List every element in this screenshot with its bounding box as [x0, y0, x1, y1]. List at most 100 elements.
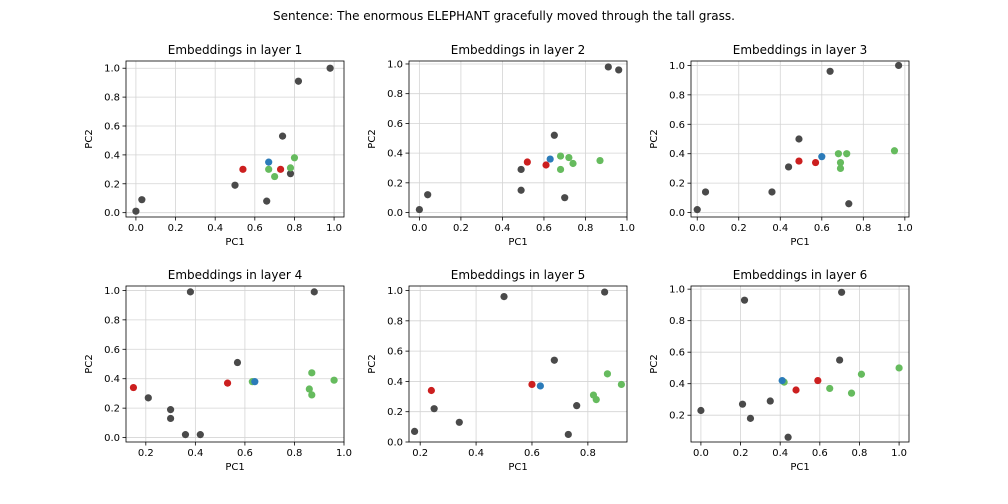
subplot-layer-3: 0.0 0.2 0.4 0.6 0.8 1.0 0.0 0.2 0.4 0.6 0.8 1.0 Embe… [649, 43, 913, 248]
y-tick-label: 0.4 [387, 149, 403, 160]
scatter-point-other [740, 296, 749, 304]
scatter-point-other [410, 427, 419, 435]
x-axis-label: PC1 [225, 237, 244, 248]
scatter-point-green [308, 369, 316, 377]
y-tick-label: 0.2 [387, 407, 403, 418]
scatter-point-other [310, 288, 318, 296]
scatter-point-red [239, 165, 247, 173]
scatter-point-other [836, 356, 844, 364]
scatter-point-other [561, 194, 569, 202]
scatter-point-green [834, 150, 843, 158]
x-tick-label: 0.4 [468, 448, 484, 459]
y-axis-label: PC2 [649, 354, 660, 373]
scatter-point-other [784, 433, 792, 441]
scatter-point-green [826, 384, 834, 393]
x-tick-label: 0.8 [580, 448, 596, 459]
scatter-point-red [814, 376, 822, 385]
x-axis-label: PC1 [790, 462, 809, 473]
figure-suptitle: Sentence: The enormous ELEPHANT graceful… [273, 9, 735, 23]
scatter-point-other [263, 197, 271, 205]
scatter-point-green [847, 389, 856, 397]
scatter-point-other [186, 288, 195, 296]
x-tick-label: 0.6 [247, 223, 263, 234]
y-axis-label: PC2 [367, 354, 378, 373]
scatter-point-blue [818, 153, 826, 161]
y-tick-label: 0.4 [387, 377, 403, 388]
x-tick-label: 0.6 [814, 223, 830, 234]
scatter-point-other [826, 67, 834, 75]
x-tick-label: 1.0 [897, 223, 913, 234]
scatter-point-other [430, 405, 438, 413]
scatter-point-green [565, 153, 573, 162]
scatter-point-other [895, 61, 903, 70]
scatter-point-blue [265, 158, 273, 166]
y-axis-label: PC2 [367, 129, 378, 148]
subplot-layer-5: 0.2 0.4 0.6 0.8 0.0 0.2 0.4 0.6 0.8 1.0 Embeddings… [367, 268, 628, 473]
scatter-point-red [528, 380, 536, 389]
x-axis-label: PC1 [225, 462, 244, 473]
axes-frame [125, 60, 345, 218]
y-tick-label: 0.4 [669, 149, 685, 160]
scatter-point-other [196, 431, 204, 439]
scatter-point-green [592, 395, 600, 404]
x-tick-label: 0.8 [287, 223, 303, 234]
y-tick-label: 0.8 [104, 93, 120, 104]
y-tick-label: 0.8 [387, 316, 403, 327]
scatter-point-other [601, 288, 609, 296]
x-tick-label: 0.4 [772, 223, 788, 234]
scatter-point-other [550, 131, 558, 139]
scatter-point-green [271, 172, 279, 181]
scatter-point-other [132, 207, 140, 215]
scatter-point-green [857, 370, 866, 378]
scatter-point-other [746, 414, 755, 422]
scatter-point-other [604, 63, 612, 71]
scatter-point-green [556, 152, 565, 160]
scatter-point-other [784, 163, 793, 171]
scatter-point-green [836, 158, 845, 167]
y-axis-label: PC2 [84, 129, 95, 148]
x-tick-label: 0.6 [237, 448, 253, 459]
y-tick-label: 0.0 [387, 438, 403, 449]
x-tick-label: 0.2 [412, 448, 428, 459]
scatter-point-green [286, 164, 295, 172]
scatter-point-blue [536, 382, 544, 390]
y-tick-label: 1.0 [104, 286, 120, 297]
scatter-point-green [569, 159, 577, 168]
x-tick-label: 0.6 [536, 223, 552, 234]
x-tick-label: 0.2 [138, 448, 154, 459]
scatter-point-red [223, 379, 232, 387]
scatter-point-other [766, 397, 774, 405]
axes-frame [408, 285, 628, 443]
scatter-point-green [895, 364, 903, 372]
y-tick-label: 0.8 [104, 315, 120, 326]
scatter-point-blue [251, 378, 259, 386]
scatter-point-other [838, 288, 846, 296]
scatter-point-other [573, 402, 581, 410]
x-tick-label: 0.8 [852, 448, 868, 459]
scatter-point-other [166, 414, 175, 423]
x-axis-label: PC1 [790, 237, 809, 248]
scatter-point-other [693, 206, 701, 214]
x-tick-label: 0.4 [494, 223, 510, 234]
scatter-point-red [523, 158, 531, 166]
y-tick-label: 0.6 [104, 345, 120, 356]
scatter-point-red [542, 161, 550, 169]
x-tick-label: 0.0 [128, 223, 144, 234]
subplot-layer-4: 0.2 0.4 0.6 0.8 1.0 0.0 0.2 0.4 0.6 0.8 1.0 Embeddi… [84, 268, 352, 473]
y-tick-label: 0.4 [104, 374, 120, 385]
scatter-point-red [427, 386, 435, 395]
y-tick-label: 0.0 [387, 208, 403, 219]
y-tick-label: 0.6 [669, 348, 685, 359]
scatter-point-blue [778, 376, 786, 385]
scatter-point-green [330, 376, 338, 384]
scatter-point-other [138, 196, 146, 204]
x-tick-label: 0.8 [578, 223, 594, 234]
scatter-point-green [305, 385, 313, 393]
y-tick-label: 0.6 [669, 120, 685, 131]
y-tick-label: 0.2 [669, 179, 685, 190]
subplot-title: Embeddings in layer 3 [733, 43, 867, 57]
scatter-point-blue [546, 155, 554, 163]
scatter-point-other [795, 135, 803, 143]
y-tick-label: 0.2 [387, 178, 403, 189]
scatter-point-other [166, 406, 175, 414]
